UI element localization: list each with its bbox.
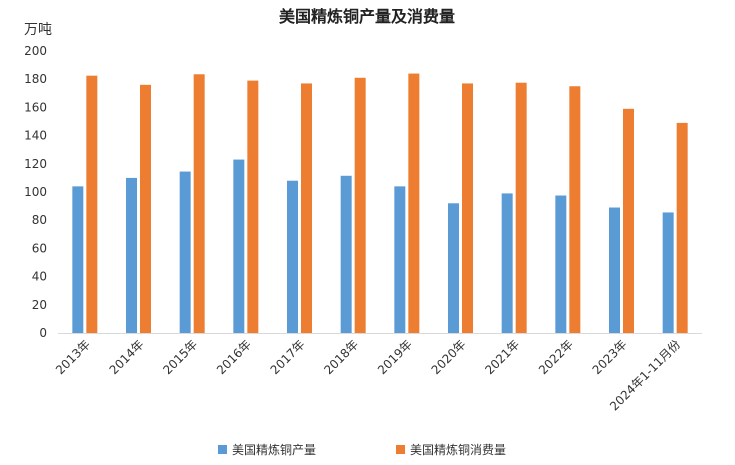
bar-production <box>501 193 513 333</box>
y-tick-label: 120 <box>24 157 47 171</box>
legend-label-consumption: 美国精炼铜消费量 <box>410 442 506 457</box>
bar-consumption <box>354 77 366 333</box>
y-tick-label: 80 <box>32 213 47 227</box>
bar-consumption <box>247 80 259 333</box>
x-axis-labels: 2013年 2014年 2015年 2016年 2017年 2018年 2019年 2020年… <box>53 337 683 413</box>
y-tick-label: 160 <box>24 100 47 114</box>
chart-title: 美国精炼铜产量及消费量 <box>279 7 455 26</box>
y-tick-label: 0 <box>39 326 47 340</box>
bar-production <box>448 203 459 333</box>
bar-production <box>179 171 191 333</box>
y-tick-label: 40 <box>32 270 47 284</box>
x-tick-label: 2020年 <box>429 337 469 377</box>
bar-production <box>340 175 352 333</box>
x-tick-label: 2018年 <box>321 337 361 377</box>
x-tick-label: 2014年 <box>107 337 147 377</box>
x-tick-label: 2021年 <box>482 337 522 377</box>
x-tick-label: 2016年 <box>214 337 254 377</box>
y-tick-label: 140 <box>24 129 47 143</box>
bar-production <box>609 207 620 333</box>
bar-production <box>72 186 84 333</box>
bar-consumption <box>140 84 151 333</box>
bar-production <box>394 186 406 333</box>
y-axis-unit-label: 万吨 <box>24 22 52 38</box>
bar-consumption <box>86 75 98 334</box>
legend: 美国精炼铜产量 美国精炼铜消费量 <box>218 442 506 457</box>
x-tick-label: 2017年 <box>268 337 308 377</box>
y-tick-label: 180 <box>24 72 47 86</box>
y-tick-label: 200 <box>24 44 47 58</box>
bar-consumption <box>569 86 581 333</box>
bar-consumption <box>623 108 634 333</box>
bar-consumption <box>515 82 527 333</box>
bar-consumption <box>462 83 473 334</box>
x-tick-label: 2023年 <box>590 337 630 377</box>
x-tick-label: 2015年 <box>160 337 200 377</box>
legend-swatch-consumption <box>396 445 405 454</box>
legend-swatch-production <box>218 445 227 454</box>
y-tick-label: 60 <box>32 241 47 255</box>
y-axis-ticks: 0 20 40 60 80 100 120 140 160 180 200 <box>24 44 47 340</box>
bar-consumption <box>408 73 420 333</box>
bar-production <box>287 180 298 333</box>
bar-consumption <box>301 83 312 334</box>
x-tick-label: 2013年 <box>53 337 93 377</box>
bar-production <box>662 212 674 333</box>
y-tick-label: 100 <box>24 185 47 199</box>
bar-production <box>126 177 137 333</box>
legend-label-production: 美国精炼铜产量 <box>232 442 316 457</box>
bar-production <box>555 195 567 333</box>
plot-area <box>72 73 688 334</box>
x-tick-label: 2019年 <box>375 337 415 377</box>
x-tick-label: 2022年 <box>536 337 576 377</box>
bar-production <box>233 159 245 333</box>
bar-consumption <box>193 74 205 333</box>
y-tick-label: 20 <box>32 298 47 312</box>
bar-consumption <box>676 122 688 333</box>
